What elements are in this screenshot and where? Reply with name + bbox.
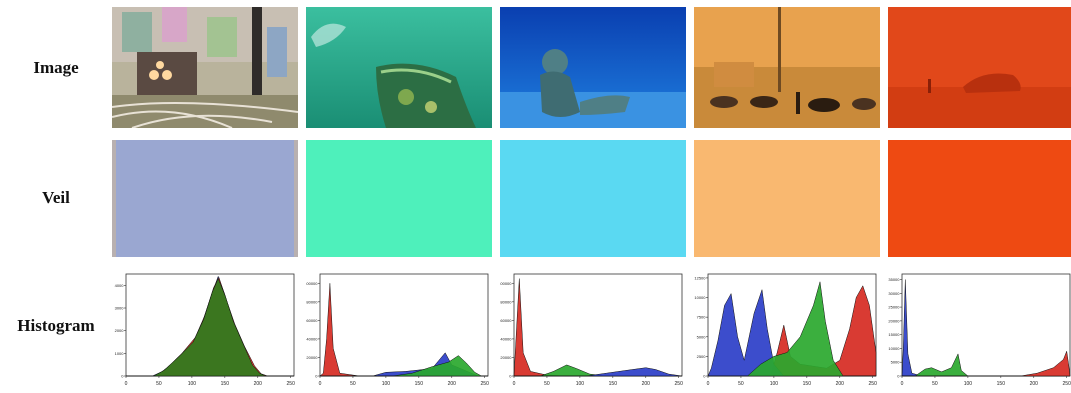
x-tick-label: 0	[707, 381, 710, 387]
histogram-svg: 0 50 100 150 200 250 0 5000 10000 15000 20000 25000…	[888, 273, 1071, 387]
y-tick-label: 0	[897, 374, 900, 379]
image-sandstorm-city	[694, 7, 880, 128]
y-tick-label: 1000	[115, 351, 125, 356]
x-tick-label: 100	[576, 381, 585, 387]
histogram-1: 0 50 100 150 200 250 0 1000 2000 3000 4000	[112, 270, 298, 388]
y-tick-label: 25000	[888, 305, 900, 310]
histogram-svg: 0 50 100 150 200 250 0 1000 2000 3000 4000	[115, 273, 296, 387]
x-tick-label: 100	[964, 381, 973, 387]
y-tick-label: 60000	[500, 318, 512, 323]
histogram-3: 0 50 100 150 200 250 0 20000 40000 60000 80000 1000…	[498, 270, 686, 388]
veil-swatch-2	[306, 140, 492, 257]
veil-swatch-3	[500, 140, 686, 257]
x-tick-label: 250	[869, 381, 878, 387]
y-tick-label: 5000	[697, 334, 707, 339]
x-tick-label: 150	[997, 381, 1006, 387]
x-tick-label: 250	[481, 381, 490, 387]
histogram-area-series-3	[708, 281, 876, 377]
x-tick-label: 50	[544, 381, 550, 387]
y-tick-label: 0	[315, 374, 318, 379]
image-underwater-statue	[500, 7, 686, 128]
histogram-5: 0 50 100 150 200 250 0 5000 10000 15000 20000 25000…	[888, 270, 1071, 388]
y-tick-label: 2000	[115, 328, 125, 333]
y-tick-label: 30000	[888, 291, 900, 296]
y-tick-label: 12500	[694, 275, 706, 280]
y-tick-label: 3000	[115, 306, 125, 311]
x-tick-label: 100	[382, 381, 391, 387]
x-tick-label: 150	[415, 381, 424, 387]
y-tick-label: 0	[121, 374, 124, 379]
y-tick-label: 10000	[888, 346, 900, 351]
y-tick-label: 20000	[888, 318, 900, 323]
x-tick-label: 250	[1063, 381, 1071, 387]
plot-frame	[901, 273, 1071, 377]
x-tick-label: 50	[738, 381, 744, 387]
x-tick-label: 0	[901, 381, 904, 387]
x-tick-label: 200	[1030, 381, 1039, 387]
x-tick-label: 200	[448, 381, 457, 387]
y-tick-label: 60000	[306, 318, 318, 323]
y-tick-label: 0	[509, 374, 512, 379]
x-tick-label: 50	[932, 381, 938, 387]
y-tick-label: 4000	[115, 283, 125, 288]
histogram-4: 0 50 100 150 200 250 0 2500 5000 7500 10000 12500	[694, 270, 880, 388]
row-label-veil: Veil	[42, 188, 70, 207]
y-tick-label: 100000	[306, 281, 318, 286]
x-tick-label: 200	[254, 381, 263, 387]
veil-swatch-5	[888, 140, 1071, 257]
x-tick-label: 200	[836, 381, 845, 387]
y-tick-label: 40000	[306, 336, 318, 341]
image-red-dust-scene	[888, 7, 1071, 128]
x-tick-label: 150	[609, 381, 618, 387]
x-tick-label: 50	[350, 381, 356, 387]
histogram-2: 0 50 100 150 200 250 0 20000 40000 60000 80000 1000…	[304, 270, 492, 388]
veil-swatch-1	[112, 140, 298, 257]
plot-frame	[513, 273, 683, 377]
x-tick-label: 150	[803, 381, 812, 387]
x-tick-label: 100	[770, 381, 779, 387]
y-tick-label: 20000	[500, 355, 512, 360]
y-tick-label: 35000	[888, 277, 900, 282]
y-tick-label: 80000	[500, 299, 512, 304]
x-tick-label: 0	[513, 381, 516, 387]
y-tick-label: 80000	[306, 299, 318, 304]
x-tick-label: 250	[287, 381, 296, 387]
y-tick-label: 5000	[891, 360, 901, 365]
y-tick-label: 0	[703, 374, 706, 379]
histogram-area-series-3	[320, 355, 488, 377]
y-tick-label: 40000	[500, 336, 512, 341]
histogram-area-series-3	[126, 277, 294, 377]
histogram-svg: 0 50 100 150 200 250 0 20000 40000 60000 80000 1000…	[304, 273, 490, 387]
y-tick-label: 20000	[306, 355, 318, 360]
veil-swatch-4	[694, 140, 880, 257]
x-tick-label: 200	[642, 381, 651, 387]
x-tick-label: 50	[156, 381, 162, 387]
y-tick-label: 10000	[694, 295, 706, 300]
row-label-image: Image	[33, 58, 79, 77]
y-tick-label: 7500	[697, 315, 707, 320]
x-tick-label: 0	[125, 381, 128, 387]
histogram-area-series-3	[902, 350, 1071, 377]
image-railway-train	[112, 7, 298, 128]
histogram-svg: 0 50 100 150 200 250 0 20000 40000 60000 80000 1000…	[498, 273, 684, 387]
image-underwater-wreck	[306, 7, 492, 128]
x-tick-label: 150	[221, 381, 230, 387]
x-tick-label: 0	[319, 381, 322, 387]
histogram-area-series-3	[514, 367, 683, 377]
y-tick-label: 100000	[500, 281, 512, 286]
y-tick-label: 2500	[697, 354, 707, 359]
row-label-histogram: Histogram	[17, 316, 95, 335]
x-tick-label: 100	[188, 381, 197, 387]
x-tick-label: 250	[675, 381, 684, 387]
y-tick-label: 15000	[888, 332, 900, 337]
